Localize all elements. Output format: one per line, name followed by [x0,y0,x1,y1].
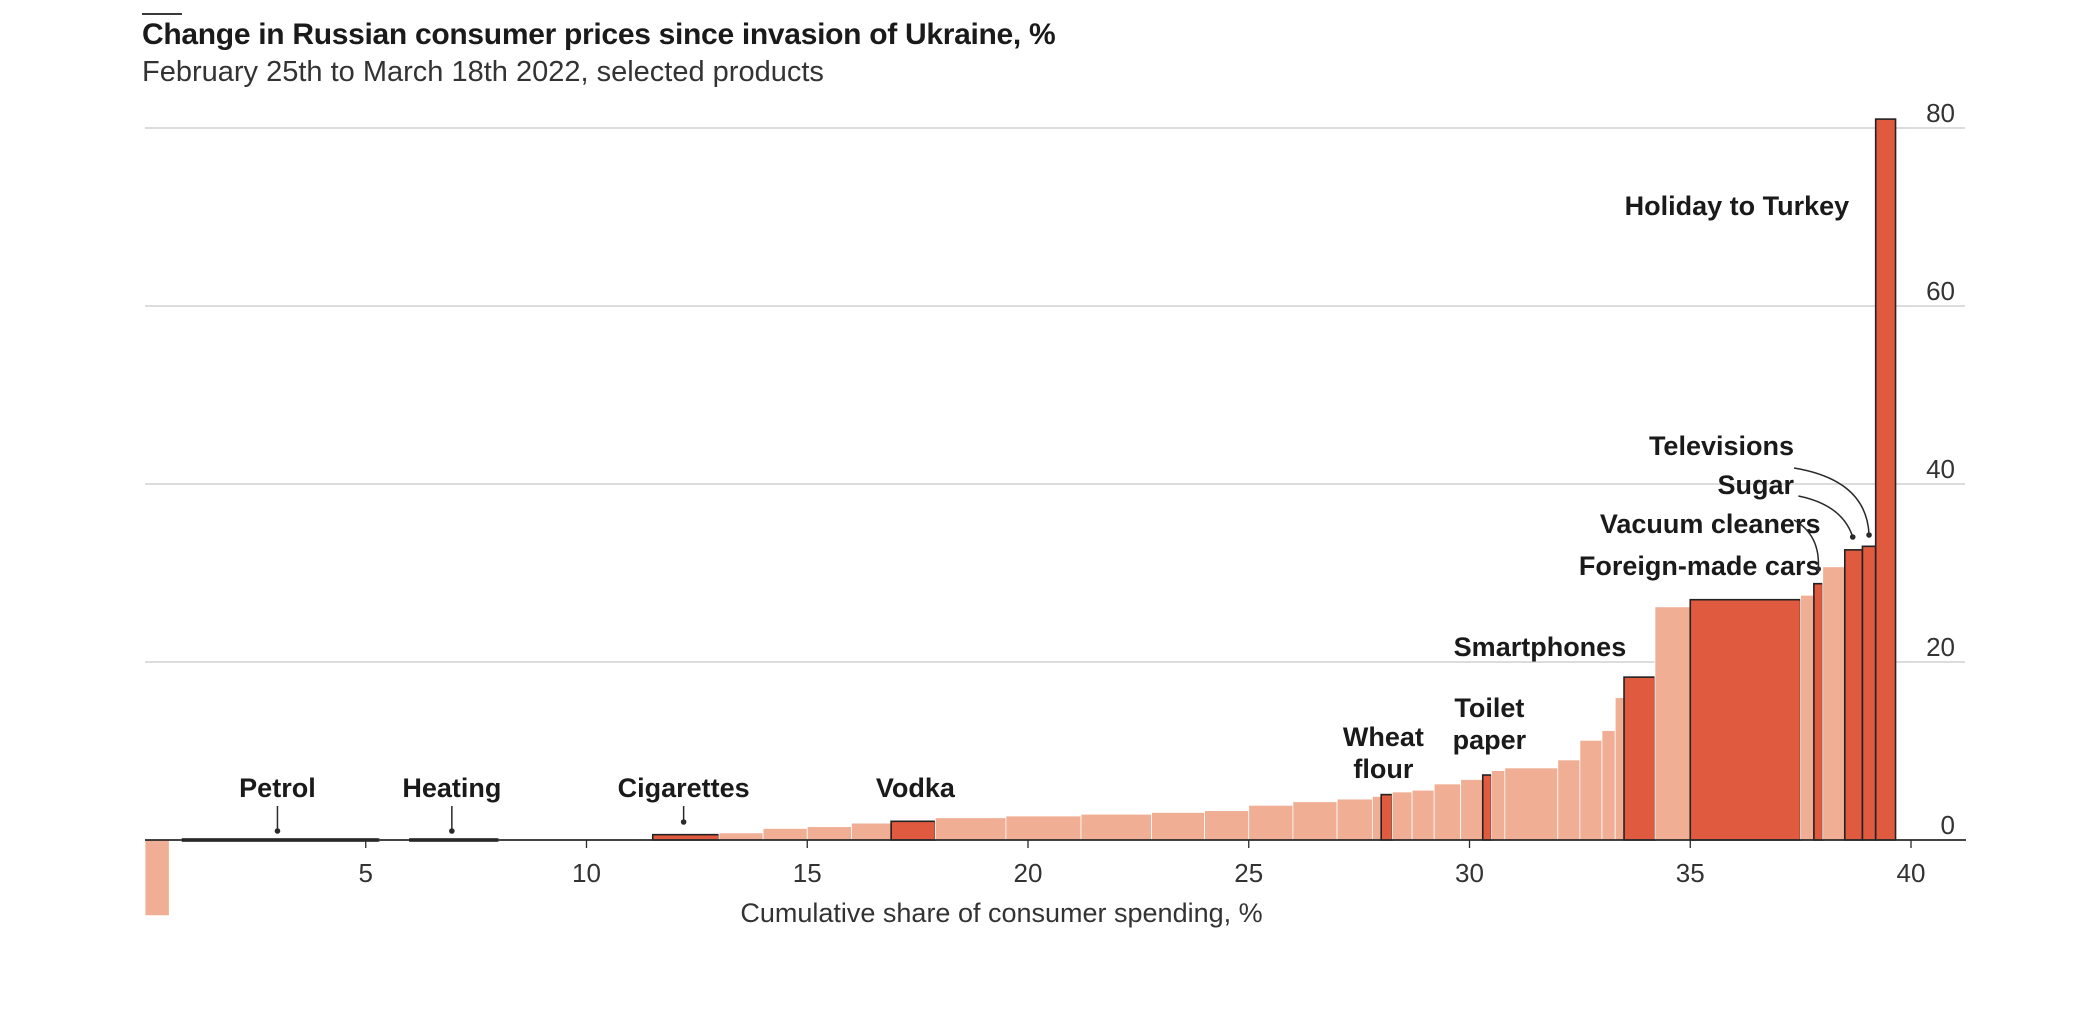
bar [1433,783,1462,841]
bar [1822,566,1846,841]
bar [1248,804,1294,841]
bar-highlight [1843,549,1864,841]
bar [1204,810,1250,841]
x-tick-label: 20 [1014,858,1043,888]
bar [1557,759,1581,841]
y-tick-label: 20 [1926,632,1955,662]
label-sugar: Sugar [1717,470,1794,500]
bar [806,826,852,841]
bar [1292,801,1338,841]
leader-dot [680,819,687,825]
bar [1151,812,1205,841]
bar-highlight [890,820,937,841]
label-televisions: Televisions [1649,431,1794,461]
leader-dot [1849,534,1856,540]
label-foreign-made-cars: Foreign-made cars [1579,551,1821,581]
x-tick-label: 5 [359,858,373,888]
x-tick-label: 25 [1234,858,1263,888]
bar [1800,594,1815,841]
bar [1371,795,1382,841]
bar [1579,739,1603,841]
y-tick-label: 0 [1941,810,1955,840]
bar [1601,730,1616,841]
label-cigarettes: Cigarettes [618,773,750,803]
bar [1411,789,1435,841]
bar [1654,606,1691,841]
bar [1491,770,1506,841]
y-tick-label: 80 [1926,98,1955,128]
label-leader-line [1793,519,1820,570]
x-axis-title: Cumulative share of consumer spending, % [740,898,1262,928]
label-wheat-flour-line-1: Wheat [1343,722,1424,752]
label-leader-line [1798,495,1854,538]
label-vacuum-cleaners: Vacuum cleaners [1600,509,1821,539]
x-tick-label: 15 [793,858,822,888]
label-toilet-paper-line-1: Toilet [1454,693,1524,723]
title-rule [142,13,182,15]
bar [851,822,892,841]
bar [1614,697,1625,841]
leader-dot [1815,566,1822,572]
bar-highlight [1689,598,1802,841]
label-vodka: Vodka [876,773,956,803]
chart-title: Change in Russian consumer prices since … [142,18,1056,51]
chart-subtitle: February 25th to March 18th 2022, select… [142,56,824,88]
label-wheat-flour-line-2: flour [1353,754,1413,784]
bar [1336,798,1373,841]
label-petrol: Petrol [239,773,316,803]
bar-highlight [1481,774,1493,841]
bar [1460,779,1484,841]
bar-highlight [1380,793,1394,841]
label-heating: Heating [402,773,501,803]
label-leader-line [1793,467,1870,536]
bar [1080,813,1153,841]
bar-highlight [1813,582,1824,841]
x-tick-label: 10 [572,858,601,888]
bar [762,828,808,841]
bar [144,839,170,917]
bar-highlight [1623,676,1656,841]
bar-highlight [1861,545,1877,841]
y-tick-label: 40 [1926,454,1955,484]
bar [934,817,1007,841]
label-toilet-paper-line-2: paper [1453,725,1527,755]
bar [1391,791,1413,841]
x-tick-label: 40 [1897,858,1926,888]
x-tick-label: 30 [1455,858,1484,888]
leader-dot [274,828,281,834]
x-tick-label: 35 [1676,858,1705,888]
bar-highlight [1874,118,1897,841]
bar [718,832,764,841]
y-tick-label: 60 [1926,276,1955,306]
bar [1005,815,1082,841]
label-smartphones: Smartphones [1454,632,1627,662]
leader-dot [1866,532,1872,538]
bar [1504,767,1559,841]
label-holiday-to-turkey: Holiday to Turkey [1625,191,1850,221]
leader-dot [449,828,455,834]
